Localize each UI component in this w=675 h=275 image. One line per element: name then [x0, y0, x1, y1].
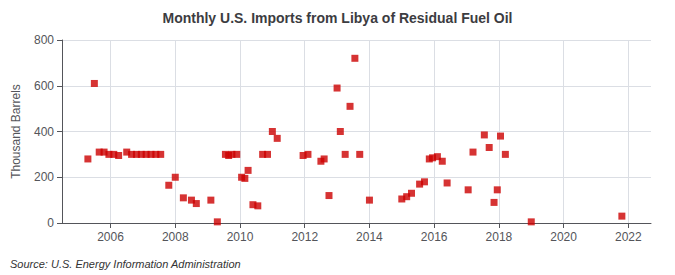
svg-text:800: 800: [34, 33, 54, 47]
svg-text:2022: 2022: [615, 230, 642, 244]
svg-text:200: 200: [34, 170, 54, 184]
svg-text:2018: 2018: [486, 230, 513, 244]
svg-text:2020: 2020: [550, 230, 577, 244]
svg-text:2012: 2012: [291, 230, 318, 244]
svg-text:2014: 2014: [356, 230, 383, 244]
svg-text:0: 0: [47, 216, 54, 230]
svg-text:2008: 2008: [162, 230, 189, 244]
svg-text:Thousand Barrels: Thousand Barrels: [9, 84, 23, 179]
svg-text:Source: U.S. Energy Informatio: Source: U.S. Energy Information Administ…: [10, 258, 241, 270]
svg-text:2010: 2010: [227, 230, 254, 244]
svg-text:2016: 2016: [421, 230, 448, 244]
svg-text:400: 400: [34, 125, 54, 139]
svg-text:600: 600: [34, 79, 54, 93]
svg-text:2006: 2006: [97, 230, 124, 244]
svg-text:Monthly U.S. Imports from Liby: Monthly U.S. Imports from Libya of Resid…: [162, 10, 512, 26]
